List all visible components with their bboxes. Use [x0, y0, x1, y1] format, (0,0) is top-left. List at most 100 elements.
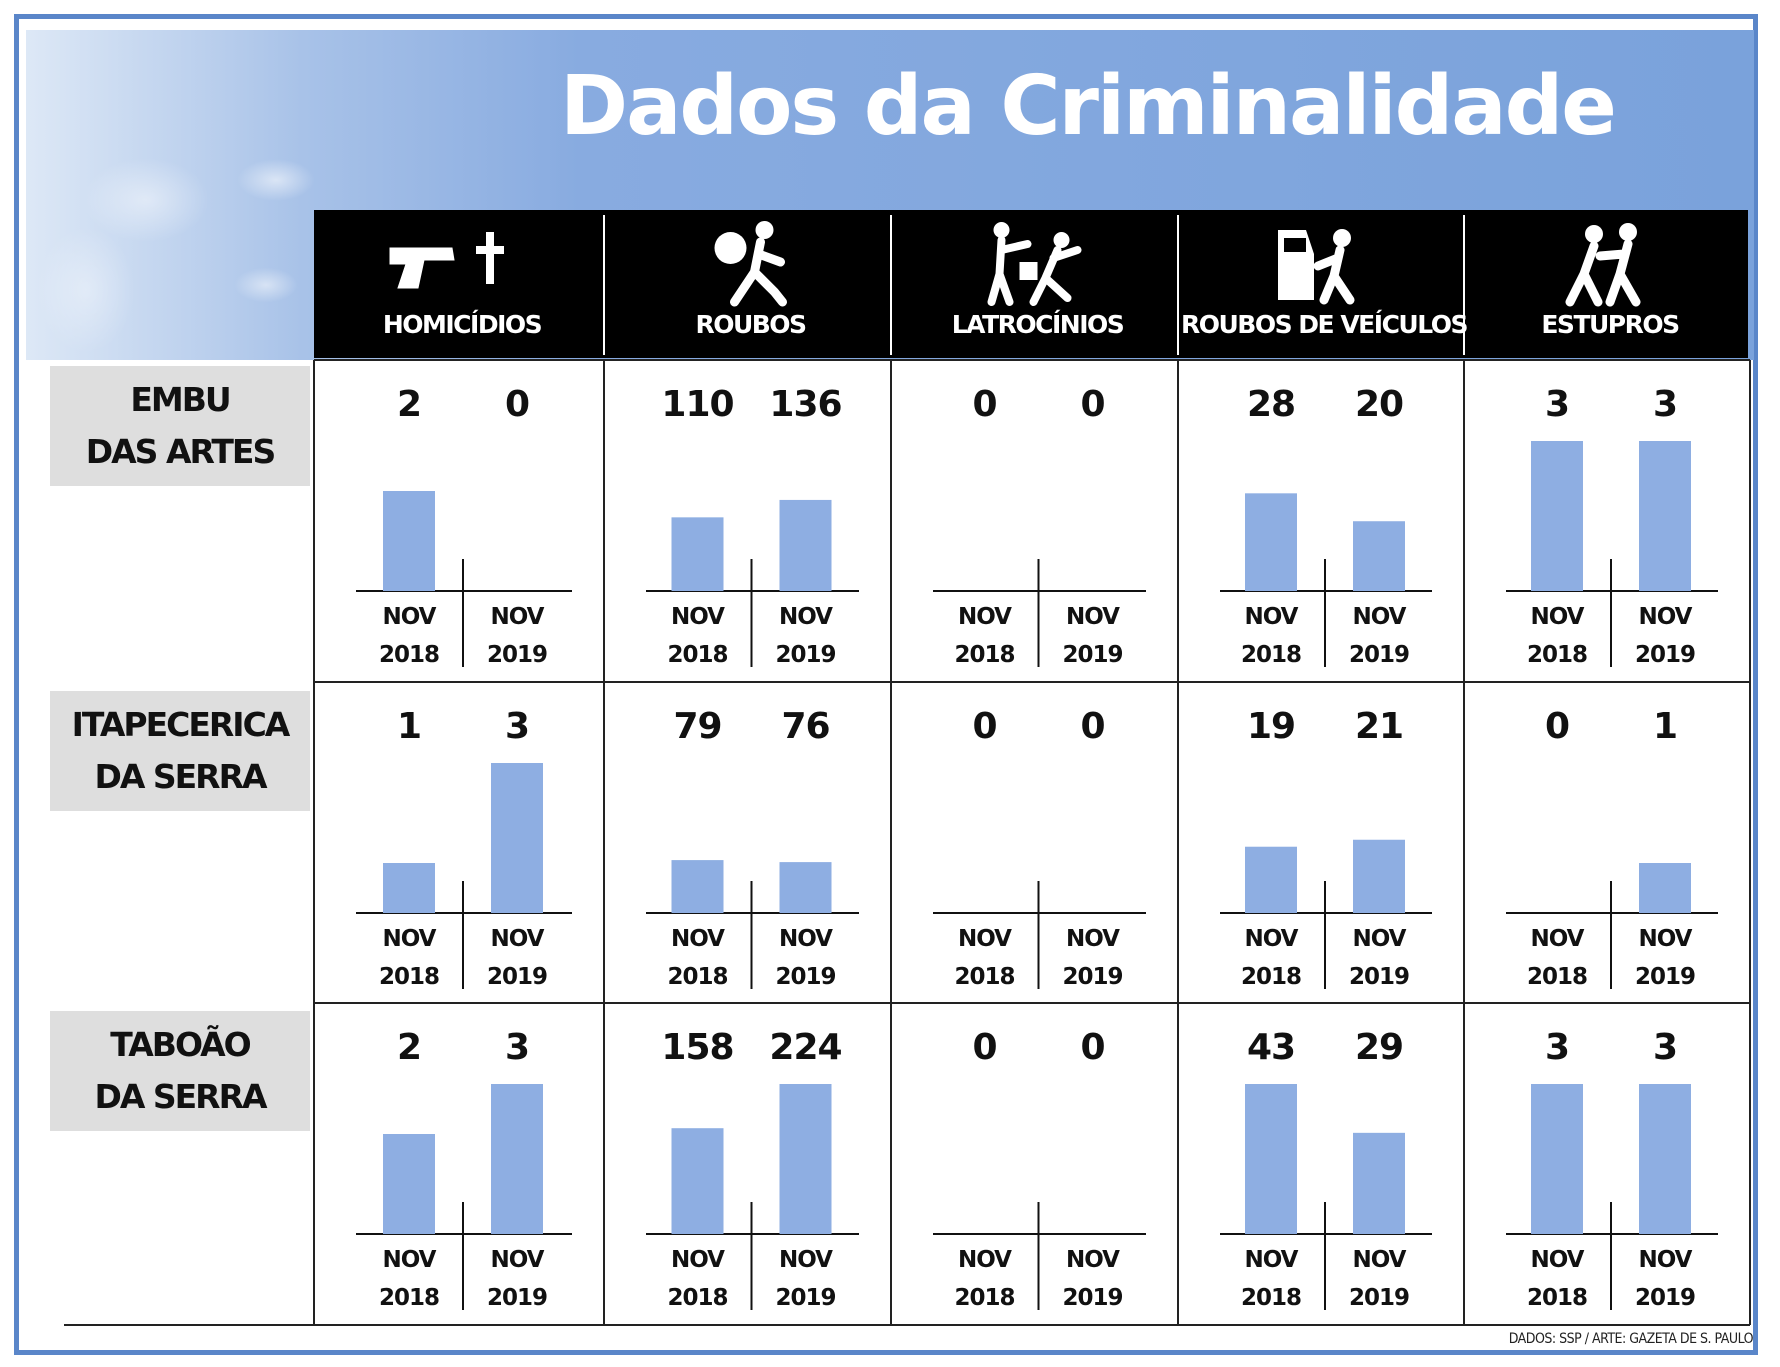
tick-label-month: NOV: [1531, 926, 1585, 952]
tick-label-month: NOV: [383, 604, 437, 630]
data-label: 43: [1247, 1027, 1295, 1068]
data-label: 20: [1355, 384, 1403, 425]
city-label-itapecerica: ITAPECERICA DA SERRA: [50, 691, 310, 811]
bar: [383, 863, 435, 913]
data-label: 0: [505, 384, 529, 425]
tick-label-year: 2018: [1527, 1285, 1587, 1311]
tick-label-month: NOV: [1066, 604, 1120, 630]
tick-label-year: 2018: [954, 964, 1014, 990]
bar: [1245, 846, 1297, 913]
tick-label-year: 2019: [1062, 642, 1122, 668]
data-label: 3: [1653, 1027, 1677, 1068]
tick-label-year: 2018: [954, 642, 1014, 668]
data-label: 1: [1653, 706, 1677, 747]
city-label-embu: EMBU DAS ARTES: [50, 366, 310, 486]
tick-label-year: 2019: [487, 642, 547, 668]
bar: [779, 862, 832, 913]
bar: [1245, 493, 1297, 591]
tick-label-month: NOV: [383, 926, 437, 952]
crime-header-bar: [314, 210, 1748, 358]
tick-label-month: NOV: [1639, 926, 1693, 952]
data-label: 0: [972, 384, 996, 425]
tick-label-year: 2018: [379, 1285, 439, 1311]
data-label: 29: [1355, 1027, 1403, 1068]
bar: [671, 517, 724, 591]
tick-label-month: NOV: [779, 926, 833, 952]
bar: [383, 1134, 435, 1234]
tick-label-month: NOV: [1353, 604, 1407, 630]
tick-label-year: 2019: [487, 964, 547, 990]
city-label-line2: DA SERRA: [94, 1077, 267, 1116]
tick-label-month: NOV: [1353, 926, 1407, 952]
banner-gun-photo: [26, 30, 326, 360]
city-label-taboao: TABOÃO DA SERRA: [50, 1011, 310, 1131]
tick-label-month: NOV: [1639, 1247, 1693, 1273]
data-label: 158: [661, 1027, 733, 1068]
tick-label-year: 2018: [1527, 642, 1587, 668]
city-label-line1: TABOÃO: [110, 1025, 251, 1064]
data-label: 136: [769, 384, 841, 425]
car-theft-icon: [1278, 229, 1355, 305]
tick-label-year: 2019: [775, 964, 835, 990]
bar: [779, 499, 832, 591]
source-credit: DADOS: SSP / ARTE: GAZETA DE S. PAULO: [1508, 1331, 1754, 1347]
data-label: 21: [1355, 706, 1403, 747]
crime-header-label: ROUBOS DE VEÍCULOS: [1181, 310, 1468, 339]
tick-label-month: NOV: [1531, 1247, 1585, 1273]
bar: [1353, 839, 1405, 913]
data-label: 3: [1545, 1027, 1569, 1068]
gun-cross-icon: [389, 232, 504, 289]
data-label: 3: [505, 1027, 529, 1068]
tick-label-year: 2018: [379, 964, 439, 990]
tick-label-month: NOV: [1066, 1247, 1120, 1273]
bar: [1639, 1084, 1691, 1234]
assault-icon: [1565, 223, 1641, 307]
tick-label-year: 2018: [667, 642, 727, 668]
data-label: 3: [1653, 384, 1677, 425]
bar: [491, 763, 543, 913]
tick-label-month: NOV: [958, 604, 1012, 630]
tick-label-year: 2018: [1527, 964, 1587, 990]
tick-label-year: 2019: [775, 642, 835, 668]
tick-label-month: NOV: [1245, 604, 1299, 630]
tick-label-year: 2019: [1062, 1285, 1122, 1311]
data-label: 1: [397, 706, 421, 747]
crime-header-label: ROUBOS: [695, 310, 806, 339]
tick-label-year: 2019: [1349, 964, 1409, 990]
tick-label-year: 2019: [775, 1285, 835, 1311]
tick-label-month: NOV: [1066, 926, 1120, 952]
tick-label-year: 2019: [487, 1285, 547, 1311]
bar: [779, 1084, 832, 1234]
tick-label-year: 2019: [1349, 642, 1409, 668]
data-label: 2: [397, 384, 421, 425]
bar: [1639, 441, 1691, 591]
page-title: Dados da Criminalidade: [560, 59, 1617, 154]
data-label: 28: [1247, 384, 1295, 425]
tick-label-month: NOV: [779, 604, 833, 630]
data-label: 110: [661, 384, 733, 425]
tick-label-year: 2018: [1241, 1285, 1301, 1311]
robber-running-icon: [714, 221, 787, 307]
tick-label-month: NOV: [1531, 604, 1585, 630]
crime-header-label: LATROCÍNIOS: [952, 310, 1124, 339]
data-label: 0: [1080, 384, 1104, 425]
bar: [491, 1084, 543, 1234]
bar: [1639, 863, 1691, 913]
data-label: 76: [781, 706, 829, 747]
tick-label-year: 2018: [667, 964, 727, 990]
tick-label-year: 2018: [379, 642, 439, 668]
tick-label-month: NOV: [958, 1247, 1012, 1273]
tick-label-month: NOV: [1353, 1247, 1407, 1273]
bar: [671, 860, 724, 913]
tick-label-month: NOV: [1245, 926, 1299, 952]
bar: [1353, 1132, 1405, 1234]
tick-label-month: NOV: [491, 1247, 545, 1273]
tick-label-year: 2018: [1241, 642, 1301, 668]
bar: [383, 491, 435, 591]
crime-header-label: HOMICÍDIOS: [383, 310, 542, 339]
data-label: 0: [972, 1027, 996, 1068]
tick-label-year: 2019: [1635, 964, 1695, 990]
tick-label-month: NOV: [671, 1247, 725, 1273]
data-label: 3: [1545, 384, 1569, 425]
tick-label-month: NOV: [671, 926, 725, 952]
